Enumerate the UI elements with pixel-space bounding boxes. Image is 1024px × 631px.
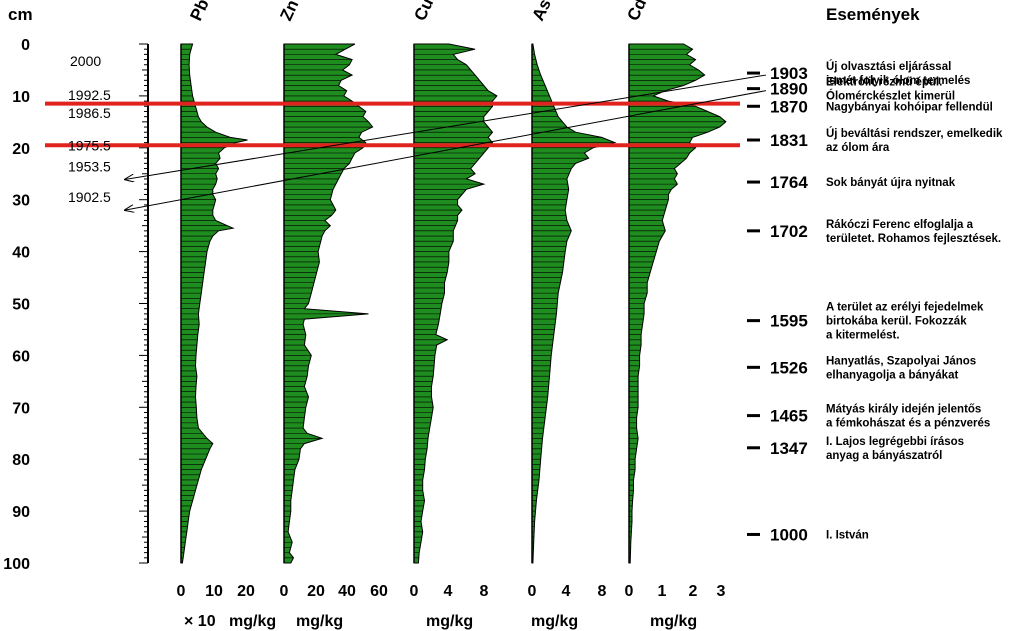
event-year: 1870 — [770, 97, 808, 116]
event-year: 1831 — [770, 131, 808, 150]
event-description: Hanyatlás, Szapolyai János — [826, 355, 976, 367]
event-year: 1764 — [770, 173, 808, 192]
date-label: 1953.5 — [68, 158, 111, 174]
panel-unit-Cd: mg/kg — [650, 613, 697, 630]
event-description: Új olvasztási eljárással — [826, 60, 951, 73]
event-description: az ólom ára — [826, 142, 890, 154]
profile-hatch-Cd — [629, 44, 726, 563]
profile-hatch-Cu — [414, 44, 497, 563]
event-year: 1526 — [770, 358, 808, 377]
panel-xtick-Cd: 1 — [658, 583, 667, 600]
panel-unit-Cu: mg/kg — [426, 613, 473, 630]
panel-xtick-Pb: 0 — [177, 583, 186, 600]
event-description: Elektrolit rézmű épül. — [826, 77, 942, 89]
panel-xtick-Cd: 0 — [625, 583, 634, 600]
event-description: elhanyagolja a bányákat — [826, 369, 958, 381]
panel-xtick-Cd: 3 — [717, 583, 726, 600]
panel-xtick-Zn: 60 — [370, 583, 388, 600]
event-description: ismét folyik ólom termelés — [826, 75, 970, 87]
depth-tick-label: 50 — [12, 297, 30, 314]
depth-tick-label: 30 — [12, 193, 30, 210]
panel-header-As: As — [528, 0, 554, 24]
panel-unit-As: mg/kg — [531, 613, 578, 630]
depth-tick-label: 100 — [3, 556, 30, 573]
depth-tick-label: 20 — [12, 141, 30, 158]
panel-xtick-Zn: 0 — [280, 583, 289, 600]
panel-header-Zn: Zn — [276, 0, 302, 24]
event-arrow — [125, 90, 767, 210]
event-description: birtokába kerül. Fokozzák — [826, 316, 967, 328]
event-description: a kitermelést. — [826, 330, 900, 342]
panel-xtick-Pb: 10 — [205, 583, 223, 600]
panel-xtick-Cd: 2 — [689, 583, 698, 600]
profile-outline-Cu — [413, 43, 498, 564]
depth-tick-label: 80 — [12, 452, 30, 469]
event-description: A terület az erélyi fejedelmek — [826, 302, 984, 314]
panel-header-Cu: Cu — [410, 0, 437, 24]
event-year: 1702 — [770, 222, 808, 241]
profile-hatch-Pb — [181, 44, 248, 563]
event-description: Sok bányát újra nyitnak — [826, 177, 956, 189]
panel-unit-Pb: mg/kg — [229, 613, 276, 630]
event-year: 1347 — [770, 439, 808, 458]
panel-header-Pb: Pb — [186, 0, 212, 24]
event-description: területet. Rohamos fejlesztések. — [826, 233, 1001, 245]
events-heading: Események — [826, 5, 920, 24]
event-description: Rákóczi Ferenc elfoglalja a — [826, 219, 974, 231]
event-year: 1903 — [770, 64, 808, 83]
event-year: 1000 — [770, 525, 808, 544]
date-label: 1975.5 — [68, 138, 111, 154]
event-description: Ólomérckészlet kimerül — [826, 90, 955, 103]
date-label: 1986.5 — [68, 105, 111, 121]
panel-xtick-Zn: 20 — [307, 583, 325, 600]
event-description: Nagybányai kohóipar fellendül — [826, 101, 993, 113]
panel-header-Cd: Cd — [623, 0, 650, 24]
date-label: 1902.5 — [68, 189, 111, 205]
profile-outline-Pb — [180, 43, 248, 564]
event-description: anyag a bányászatról — [826, 450, 942, 462]
panel-unit-prefix-Pb: × 10 — [184, 613, 216, 630]
depth-tick-label: 0 — [21, 37, 30, 54]
date-label: 1992.5 — [68, 87, 111, 103]
event-year: 1890 — [770, 80, 808, 99]
depth-tick-label: 70 — [12, 400, 30, 417]
depth-tick-label: 60 — [12, 348, 30, 365]
depth-tick-label: 40 — [12, 245, 30, 262]
event-description: Mátyás király idején jelentős — [826, 404, 981, 416]
event-description: a fémkohászat és a pénzverés — [826, 418, 990, 430]
depth-tick-label: 10 — [12, 89, 30, 106]
panel-xtick-As: 8 — [598, 583, 607, 600]
panel-xtick-Pb: 20 — [237, 583, 255, 600]
panel-unit-Zn: mg/kg — [296, 613, 343, 630]
panel-xtick-Zn: 40 — [338, 583, 356, 600]
panel-xtick-Cu: 0 — [410, 583, 419, 600]
event-description: I. István — [826, 529, 869, 541]
event-year: 1595 — [770, 312, 808, 331]
event-arrow — [125, 74, 767, 179]
profile-outline-As — [531, 43, 617, 564]
panel-xtick-As: 0 — [528, 583, 537, 600]
event-description: I. Lajos legrégebbi írásos — [826, 436, 964, 448]
panel-xtick-As: 4 — [562, 583, 571, 600]
event-year: 1465 — [770, 407, 808, 426]
profile-outline-Cd — [628, 43, 727, 564]
depth-tick-label: 90 — [12, 504, 30, 521]
panel-xtick-Cu: 4 — [444, 583, 453, 600]
panel-xtick-Cu: 8 — [480, 583, 489, 600]
depth-axis-unit-label: cm — [8, 5, 33, 24]
event-description: Új beváltási rendszer, emelkedik — [826, 127, 1003, 140]
date-label: 2000 — [70, 53, 101, 69]
profile-hatch-Zn — [284, 44, 373, 563]
